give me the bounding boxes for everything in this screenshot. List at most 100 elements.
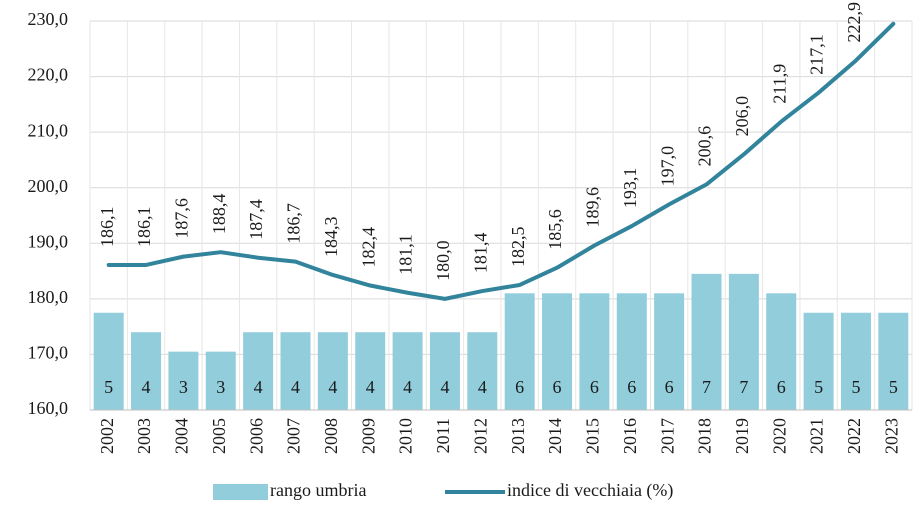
bar [840, 312, 871, 410]
line-label: 187,4 [246, 199, 266, 240]
bar [542, 293, 573, 410]
bar [878, 312, 909, 410]
x-tick-label: 2019 [732, 418, 752, 454]
bar [280, 332, 311, 410]
y-tick-label: 180,0 [28, 287, 69, 307]
x-tick-label: 2021 [807, 418, 827, 454]
bar-label: 6 [590, 377, 599, 397]
bar-label: 3 [179, 377, 188, 397]
line-label: 186,1 [97, 206, 117, 247]
line-label: 186,7 [284, 203, 304, 244]
bar [803, 312, 834, 410]
x-tick-label: 2010 [396, 418, 416, 454]
line-label: 197,0 [657, 146, 677, 187]
bar [131, 332, 162, 410]
bar [355, 332, 386, 410]
bar-label: 6 [665, 377, 674, 397]
x-tick-label: 2006 [246, 418, 266, 454]
line-label: 180,0 [433, 240, 453, 281]
bar [579, 293, 610, 410]
line-label: 211,9 [769, 64, 789, 104]
line-label: 181,1 [396, 234, 416, 275]
bar-label: 6 [627, 377, 636, 397]
line-label: 206,0 [732, 96, 752, 137]
x-tick-label: 2004 [172, 418, 192, 454]
x-tick-label: 2009 [358, 418, 378, 454]
y-tick-label: 220,0 [28, 65, 69, 85]
y-tick-label: 160,0 [28, 398, 69, 418]
line-label: 188,4 [209, 194, 229, 234]
bar-label: 4 [403, 377, 412, 397]
bar-label: 4 [142, 377, 151, 397]
line-label: 222,9 [844, 2, 864, 43]
bar-label: 7 [702, 377, 711, 397]
line-label: 200,6 [695, 126, 715, 167]
bar [429, 332, 460, 410]
line-label: 182,5 [508, 226, 528, 267]
bar-label: 5 [889, 377, 898, 397]
bar-label: 6 [777, 377, 786, 397]
bar-label: 4 [254, 377, 263, 397]
y-tick-label: 210,0 [28, 120, 69, 140]
x-tick-label: 2013 [508, 418, 528, 454]
line-label: 184,3 [321, 216, 341, 257]
bar-label: 4 [478, 377, 487, 397]
bar-label: 5 [104, 377, 113, 397]
bar-label: 4 [328, 377, 337, 397]
line-label: 193,1 [620, 168, 640, 209]
bar-label: 5 [851, 377, 860, 397]
bar-label: 6 [553, 377, 562, 397]
x-tick-label: 2020 [769, 418, 789, 454]
x-tick-label: 2023 [881, 418, 901, 454]
legend-label: rango umbria [270, 480, 366, 500]
line-label: 185,6 [545, 209, 565, 250]
bar [317, 332, 348, 410]
y-tick-label: 170,0 [28, 343, 69, 363]
bar [616, 293, 647, 410]
legend-swatch [213, 484, 268, 500]
x-tick-label: 2011 [433, 418, 453, 453]
line-label: 187,6 [172, 198, 192, 239]
line-label: 182,4 [358, 227, 378, 268]
bar-label: 3 [216, 377, 225, 397]
bar [392, 332, 423, 410]
x-tick-label: 2018 [695, 418, 715, 454]
bar [654, 293, 685, 410]
line-label: 186,1 [134, 206, 154, 247]
bar [766, 293, 797, 410]
x-tick-label: 2022 [844, 418, 864, 454]
line-label: 217,1 [807, 34, 827, 75]
x-tick-label: 2016 [620, 418, 640, 454]
x-tick-label: 2003 [134, 418, 154, 454]
bar [93, 312, 124, 410]
bar-label: 5 [814, 377, 823, 397]
bar-label: 4 [291, 377, 300, 397]
line-label: 181,4 [470, 233, 490, 274]
y-tick-label: 200,0 [28, 176, 69, 196]
line [106, 21, 896, 301]
bar [691, 273, 722, 410]
x-tick-label: 2007 [284, 418, 304, 454]
bar [168, 351, 199, 410]
y-tick-label: 230,0 [28, 9, 69, 29]
line-label: 189,6 [583, 187, 603, 228]
x-tick-label: 2015 [583, 418, 603, 454]
bar [243, 332, 274, 410]
bar [504, 293, 535, 410]
x-tick-label: 2014 [545, 418, 565, 454]
x-tick-label: 2008 [321, 418, 341, 454]
bar [728, 273, 759, 410]
x-tick-label: 2002 [97, 418, 117, 454]
y-tick-label: 190,0 [28, 231, 69, 251]
legend-label: indice di vecchiaia (%) [507, 480, 673, 501]
bar-label: 6 [515, 377, 524, 397]
x-tick-label: 2017 [657, 418, 677, 454]
bar-label: 4 [366, 377, 375, 397]
bar-label: 4 [440, 377, 449, 397]
bar [205, 351, 236, 410]
bar [467, 332, 498, 410]
bar-label: 7 [739, 377, 748, 397]
x-tick-label: 2012 [470, 418, 490, 454]
x-tick-label: 2005 [209, 418, 229, 454]
